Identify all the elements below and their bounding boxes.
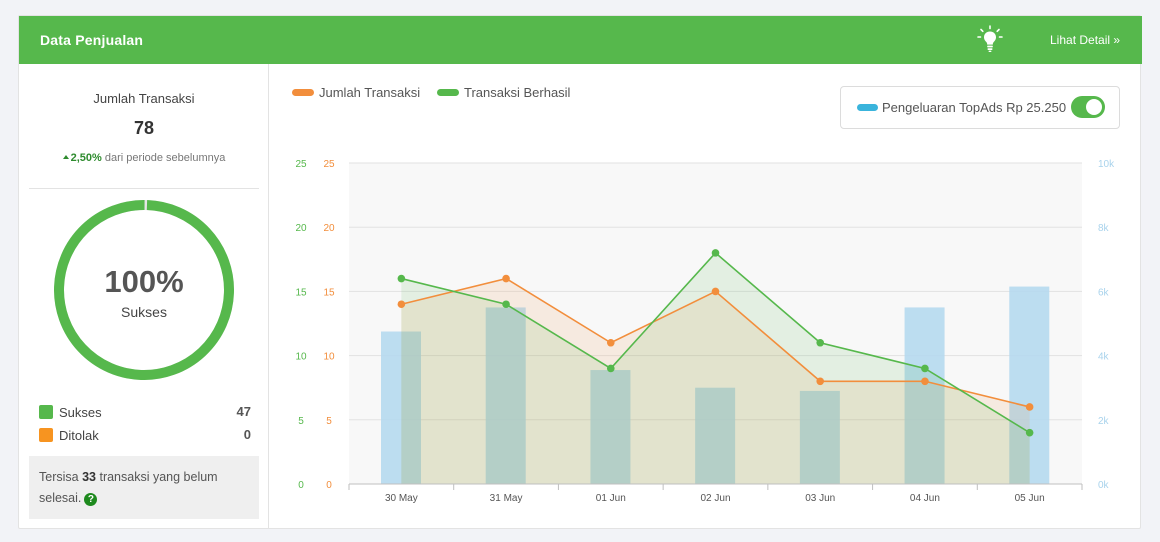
status-sukses: Sukses 47 xyxy=(39,404,251,420)
x-tick-label: 30 May xyxy=(385,493,418,504)
donut-arc xyxy=(54,200,234,380)
berhasil-point xyxy=(816,338,825,347)
legend-transaksi-berhasil[interactable]: Transaksi Berhasil xyxy=(437,85,577,101)
trend-up-icon xyxy=(62,155,69,159)
status-ditolak: Ditolak 0 xyxy=(39,427,251,443)
topads-bar xyxy=(381,331,421,484)
sukses-swatch xyxy=(39,405,53,419)
x-tick-label: 04 Jun xyxy=(910,493,940,504)
left-tick-label-orange: 10 xyxy=(323,352,335,363)
left-tick-label-green: 15 xyxy=(295,287,307,298)
card-title: Data Penjualan xyxy=(40,32,144,48)
berhasil-point xyxy=(921,364,929,373)
topads-label: Pengeluaran TopAds Rp 25.250 xyxy=(882,100,1067,115)
jumlah-point xyxy=(816,377,825,386)
note-suffix: transaksi yang belum selesai. xyxy=(39,470,218,505)
topads-bar xyxy=(799,390,840,484)
x-tick-label: 01 Jun xyxy=(596,493,626,504)
berhasil-point xyxy=(502,300,510,309)
period-delta: 2,50% dari periode sebelumnya xyxy=(19,152,269,164)
ditolak-swatch xyxy=(39,428,53,442)
note-prefix: Tersisa xyxy=(39,470,79,484)
berhasil-area xyxy=(401,252,1030,484)
right-tick-label: 8k xyxy=(1098,223,1110,234)
lightbulb-icon[interactable] xyxy=(977,25,1003,53)
topads-bar xyxy=(695,387,736,484)
jumlah-area xyxy=(401,278,1030,484)
left-tick-label-orange: 15 xyxy=(323,287,335,298)
toggle-knob xyxy=(1086,99,1102,115)
legend-jumlah-transaksi[interactable]: Jumlah Transaksi xyxy=(292,85,427,101)
right-tick-label: 4k xyxy=(1098,352,1110,363)
delta-text: dari periode sebelumnya xyxy=(104,152,226,164)
legend-label: Transaksi Berhasil xyxy=(464,85,571,100)
topads-bar xyxy=(485,307,526,484)
delta-percent: 2,50% xyxy=(70,152,102,164)
berhasil-point xyxy=(606,364,615,373)
left-tick-label-orange: 5 xyxy=(326,416,332,427)
topads-toggle[interactable] xyxy=(1071,96,1105,118)
success-donut-chart: 100% Sukses xyxy=(54,200,234,380)
topads-bar xyxy=(1009,286,1050,484)
left-tick-label-green: 5 xyxy=(298,416,304,427)
left-tick-label-orange: 25 xyxy=(323,159,335,170)
card-header: Data Penjualan Lihat Detail » xyxy=(19,16,1142,64)
left-tick-label-green: 25 xyxy=(295,159,307,170)
jumlah-point xyxy=(1025,403,1034,411)
jumlah-point xyxy=(502,274,510,283)
transaction-count-label: Jumlah Transaksi xyxy=(93,91,195,106)
summary-panel: Jumlah Transaksi 78 2,50% dari periode s… xyxy=(19,64,269,529)
pending-transactions-note: Tersisa 33 transaksi yang belum selesai.… xyxy=(29,456,259,519)
left-tick-label-green: 20 xyxy=(295,223,307,234)
divider xyxy=(29,188,259,189)
right-tick-label: 2k xyxy=(1098,416,1110,427)
topads-legend-box: Pengeluaran TopAds Rp 25.250 xyxy=(840,86,1120,129)
berhasil-point xyxy=(1025,428,1034,437)
topads-bar xyxy=(904,307,945,484)
x-tick-label: 03 Jun xyxy=(805,493,835,504)
right-tick-label: 0k xyxy=(1098,480,1110,491)
blue-pill-icon xyxy=(857,104,878,111)
berhasil-point xyxy=(711,249,720,257)
jumlah-point xyxy=(711,287,720,296)
berhasil-point xyxy=(397,274,406,283)
left-tick-label-green: 0 xyxy=(298,480,304,491)
note-count: 33 xyxy=(82,470,96,484)
donut-percent: 100% xyxy=(104,264,184,299)
status-count: 0 xyxy=(243,427,251,442)
right-tick-label: 6k xyxy=(1098,287,1110,298)
help-icon[interactable]: ? xyxy=(84,493,98,506)
orange-pill-icon xyxy=(292,89,314,96)
x-tick-label: 02 Jun xyxy=(700,493,730,504)
left-tick-label-orange: 20 xyxy=(323,223,335,234)
transaction-count-value: 78 xyxy=(133,118,155,138)
donut-label: Sukses xyxy=(121,304,167,320)
topads-bar xyxy=(590,370,631,484)
green-pill-icon xyxy=(437,89,459,96)
view-detail-link[interactable]: Lihat Detail » xyxy=(1050,33,1121,47)
x-tick-label: 05 Jun xyxy=(1015,493,1045,504)
jumlah-point xyxy=(921,377,929,386)
legend-label: Jumlah Transaksi xyxy=(319,85,421,100)
jumlah-point xyxy=(397,300,406,309)
x-tick-label: 31 May xyxy=(490,493,523,504)
status-name: Ditolak xyxy=(59,428,99,443)
status-count: 47 xyxy=(236,404,251,419)
jumlah-point xyxy=(606,338,615,347)
status-name: Sukses xyxy=(59,405,102,420)
left-tick-label-orange: 0 xyxy=(326,480,332,491)
left-tick-label-green: 10 xyxy=(295,352,307,363)
right-tick-label: 10k xyxy=(1098,159,1115,170)
